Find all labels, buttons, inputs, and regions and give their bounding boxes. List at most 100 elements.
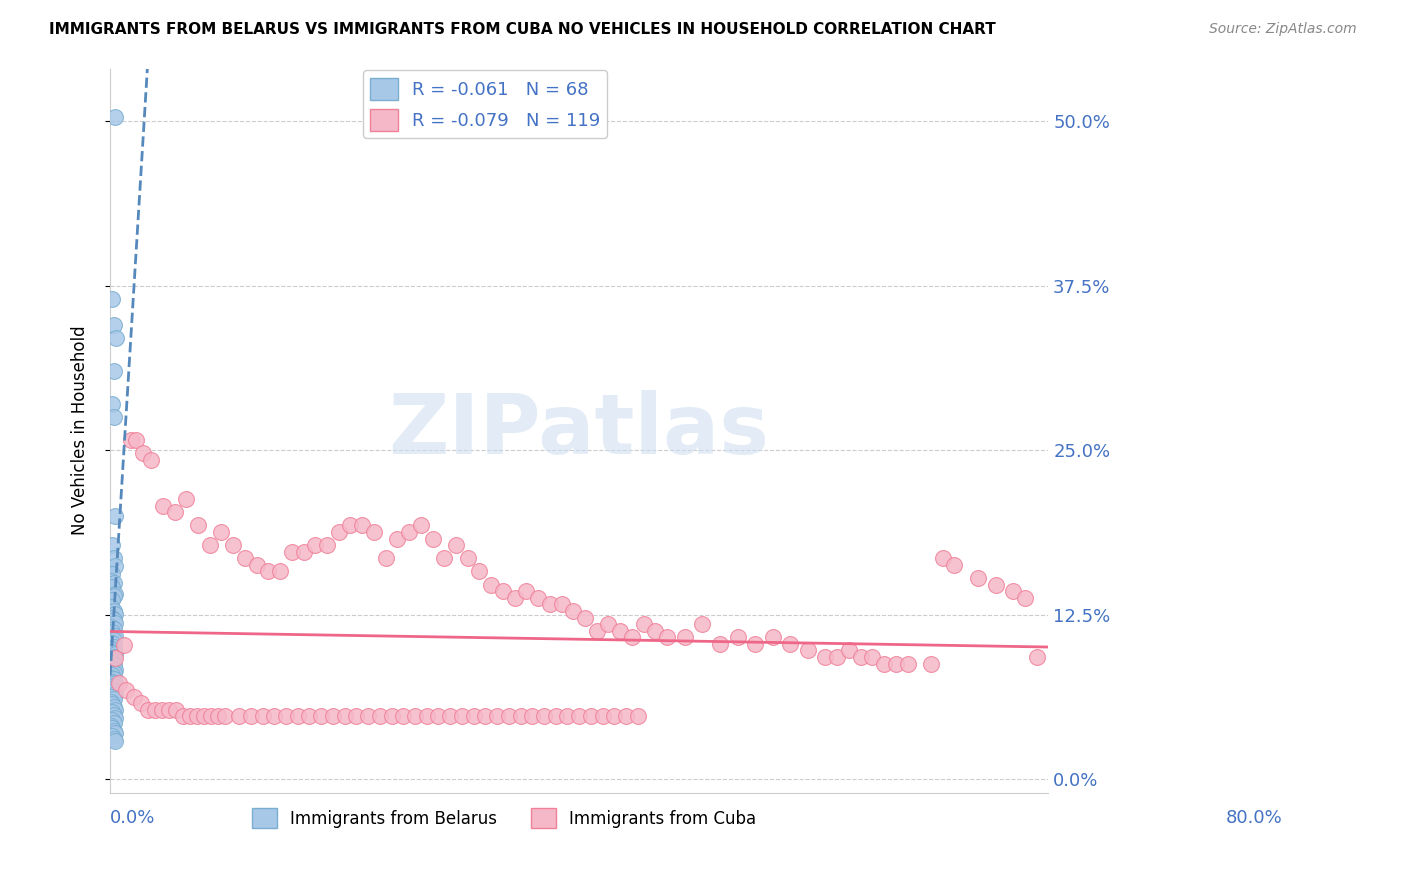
Point — [339, 518, 361, 533]
Point — [103, 640, 125, 654]
Point — [100, 671, 122, 685]
Point — [143, 703, 166, 717]
Point — [304, 538, 326, 552]
Point — [103, 684, 125, 698]
Point — [104, 663, 127, 677]
Point — [457, 551, 479, 566]
Point — [574, 610, 596, 624]
Point — [984, 577, 1007, 591]
Point — [104, 726, 127, 740]
Point — [103, 665, 125, 680]
Point — [100, 600, 122, 615]
Point — [103, 318, 125, 333]
Point — [427, 709, 450, 723]
Point — [179, 709, 201, 723]
Point — [103, 551, 125, 566]
Point — [585, 624, 607, 638]
Y-axis label: No Vehicles in Household: No Vehicles in Household — [72, 326, 89, 535]
Point — [222, 538, 245, 552]
Point — [920, 657, 942, 671]
Point — [228, 709, 250, 723]
Point — [193, 709, 215, 723]
Point — [112, 638, 135, 652]
Point — [309, 709, 332, 723]
Point — [101, 668, 124, 682]
Point — [163, 505, 186, 519]
Point — [562, 604, 585, 618]
Point — [298, 709, 321, 723]
Point — [492, 584, 515, 599]
Point — [125, 433, 148, 447]
Point — [104, 687, 127, 701]
Point — [797, 643, 820, 657]
Point — [316, 538, 339, 552]
Point — [103, 723, 125, 738]
Point — [172, 709, 194, 723]
Text: 0.0%: 0.0% — [110, 808, 156, 827]
Point — [104, 509, 127, 524]
Point — [439, 709, 461, 723]
Point — [814, 650, 837, 665]
Point — [207, 709, 229, 723]
Point — [1014, 591, 1036, 605]
Point — [104, 710, 127, 724]
Point — [101, 681, 124, 696]
Point — [387, 532, 409, 546]
Point — [274, 709, 297, 723]
Point — [579, 709, 602, 723]
Point — [398, 524, 420, 539]
Point — [1025, 650, 1047, 665]
Point — [104, 734, 127, 748]
Point — [104, 607, 127, 621]
Text: IMMIGRANTS FROM BELARUS VS IMMIGRANTS FROM CUBA NO VEHICLES IN HOUSEHOLD CORRELA: IMMIGRANTS FROM BELARUS VS IMMIGRANTS FR… — [49, 22, 995, 37]
Point — [463, 709, 485, 723]
Point — [550, 598, 572, 612]
Point — [503, 591, 526, 605]
Point — [568, 709, 591, 723]
Point — [727, 630, 749, 644]
Point — [120, 433, 142, 447]
Point — [100, 695, 122, 709]
Point — [344, 709, 367, 723]
Point — [287, 709, 309, 723]
Point — [103, 410, 125, 425]
Point — [352, 518, 374, 533]
Point — [186, 709, 208, 723]
Point — [101, 580, 124, 594]
Point — [409, 518, 432, 533]
Point — [233, 551, 256, 566]
Point — [263, 709, 285, 723]
Point — [744, 637, 766, 651]
Point — [108, 676, 131, 690]
Point — [967, 571, 990, 585]
Point — [509, 709, 531, 723]
Point — [103, 679, 125, 693]
Point — [101, 653, 124, 667]
Point — [101, 292, 124, 306]
Legend: Immigrants from Belarus, Immigrants from Cuba: Immigrants from Belarus, Immigrants from… — [246, 801, 763, 835]
Point — [779, 637, 801, 651]
Point — [433, 551, 456, 566]
Point — [860, 650, 883, 665]
Point — [104, 587, 127, 601]
Point — [101, 690, 124, 704]
Point — [498, 709, 520, 723]
Point — [101, 593, 124, 607]
Point — [380, 709, 402, 723]
Point — [533, 709, 555, 723]
Point — [100, 656, 122, 670]
Point — [103, 700, 125, 714]
Point — [627, 709, 650, 723]
Point — [692, 617, 714, 632]
Point — [104, 703, 127, 717]
Text: ZIPatlas: ZIPatlas — [388, 390, 769, 471]
Point — [165, 703, 187, 717]
Point — [598, 617, 620, 632]
Point — [257, 565, 280, 579]
Point — [522, 709, 544, 723]
Point — [101, 675, 124, 690]
Point — [474, 709, 496, 723]
Point — [100, 620, 122, 634]
Point — [150, 703, 173, 717]
Text: 80.0%: 80.0% — [1226, 808, 1282, 827]
